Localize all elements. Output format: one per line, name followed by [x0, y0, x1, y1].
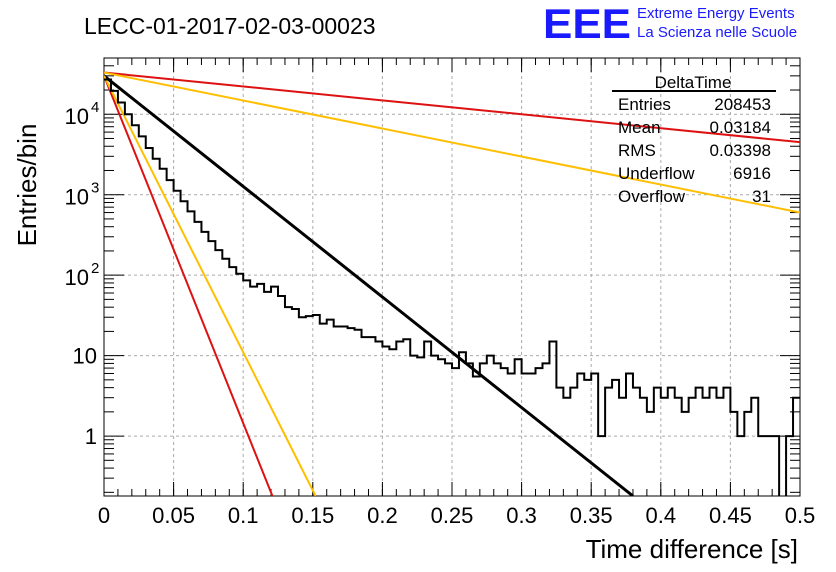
stats-box: DeltaTime Entries 208453 Mean 0.03184 RMS 0.0… [612, 73, 776, 206]
y-tick-label: 10 [65, 265, 89, 290]
stats-row-label: Underflow [618, 164, 695, 183]
fit-line [104, 75, 274, 496]
stats-rows: Entries 208453 Mean 0.03184 RMS 0.03398 Underf… [618, 95, 771, 206]
eee-logo-letters: EEE [543, 0, 631, 47]
x-tick-label: 0.4 [646, 503, 677, 528]
stats-row-value: 31 [752, 187, 771, 206]
x-tick-label: 0.1 [228, 503, 259, 528]
y-tick-exponent: 3 [91, 180, 99, 197]
chart-title: LECC-01-2017-02-03-00023 [84, 13, 376, 39]
fit-line [104, 74, 634, 496]
stats-row-value: 0.03184 [710, 118, 771, 137]
x-tick-label: 0 [98, 503, 110, 528]
y-tick-label: 10 [73, 344, 97, 369]
eee-logo-line1: Extreme Energy Events [637, 5, 795, 22]
stats-row-label: Entries [618, 95, 671, 114]
stats-row-value: 6916 [733, 164, 771, 183]
stats-row-label: Overflow [618, 187, 686, 206]
axis-ticks [103, 57, 801, 496]
x-tick-label: 0.05 [152, 503, 195, 528]
x-tick-label: 0.2 [367, 503, 398, 528]
grid-lines [104, 58, 800, 496]
x-tick-label: 0.15 [291, 503, 334, 528]
x-tick-label: 0.25 [431, 503, 474, 528]
x-tick-label: 0.45 [709, 503, 752, 528]
fit-line [104, 71, 800, 144]
x-tick-label: 0.35 [570, 503, 613, 528]
stats-row-label: Mean [618, 118, 661, 137]
y-tick-label: 10 [65, 104, 89, 129]
stats-title: DeltaTime [655, 73, 732, 92]
stats-row-value: 0.03398 [710, 141, 771, 160]
x-tick-label: 0.5 [785, 503, 816, 528]
fit-line [104, 71, 800, 214]
y-tick-exponent: 4 [91, 99, 99, 116]
y-tick-label: 10 [65, 185, 89, 210]
fit-lines [104, 71, 800, 496]
y-tick-label: 1 [85, 424, 97, 449]
eee-logo-line2: La Scienza nelle Scuole [637, 24, 797, 41]
y-axis-label: Entries/bin [12, 124, 42, 247]
x-axis-label: Time difference [s] [586, 534, 798, 564]
x-tick-label: 0.3 [506, 503, 537, 528]
eee-logo: EEE Extreme Energy Events La Scienza nel… [543, 0, 797, 47]
y-tick-exponent: 2 [91, 260, 99, 277]
x-tick-labels: 0 0.05 0.1 0.15 0.2 0.25 0.3 0.35 0.4 0.45 0.5 [98, 503, 815, 528]
fit-line [104, 75, 317, 496]
stats-row-label: RMS [618, 141, 656, 160]
stats-row-value: 208453 [714, 95, 771, 114]
delta-time-histogram [104, 78, 800, 496]
